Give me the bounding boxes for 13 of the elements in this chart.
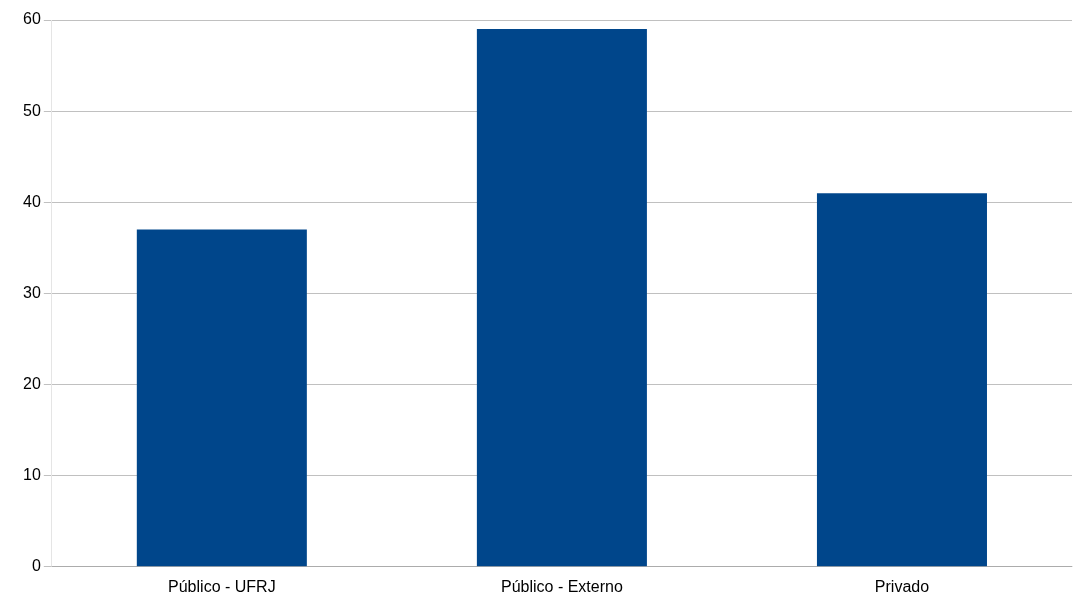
y-tick-label: 40 xyxy=(23,192,41,210)
y-tick-label: 60 xyxy=(23,10,41,28)
y-tick-label: 20 xyxy=(23,374,41,392)
bar xyxy=(136,229,307,567)
x-tick-label: Público - Externo xyxy=(500,577,623,595)
x-tick-label: Público - UFRJ xyxy=(168,577,276,595)
y-tick-label: 50 xyxy=(23,101,41,119)
y-tick-label: 30 xyxy=(23,283,41,301)
y-tick-label: 0 xyxy=(31,557,41,575)
x-tick-label: Privado xyxy=(874,577,930,595)
y-tick-label: 10 xyxy=(23,466,41,484)
bar xyxy=(476,29,647,567)
bar xyxy=(816,193,987,567)
